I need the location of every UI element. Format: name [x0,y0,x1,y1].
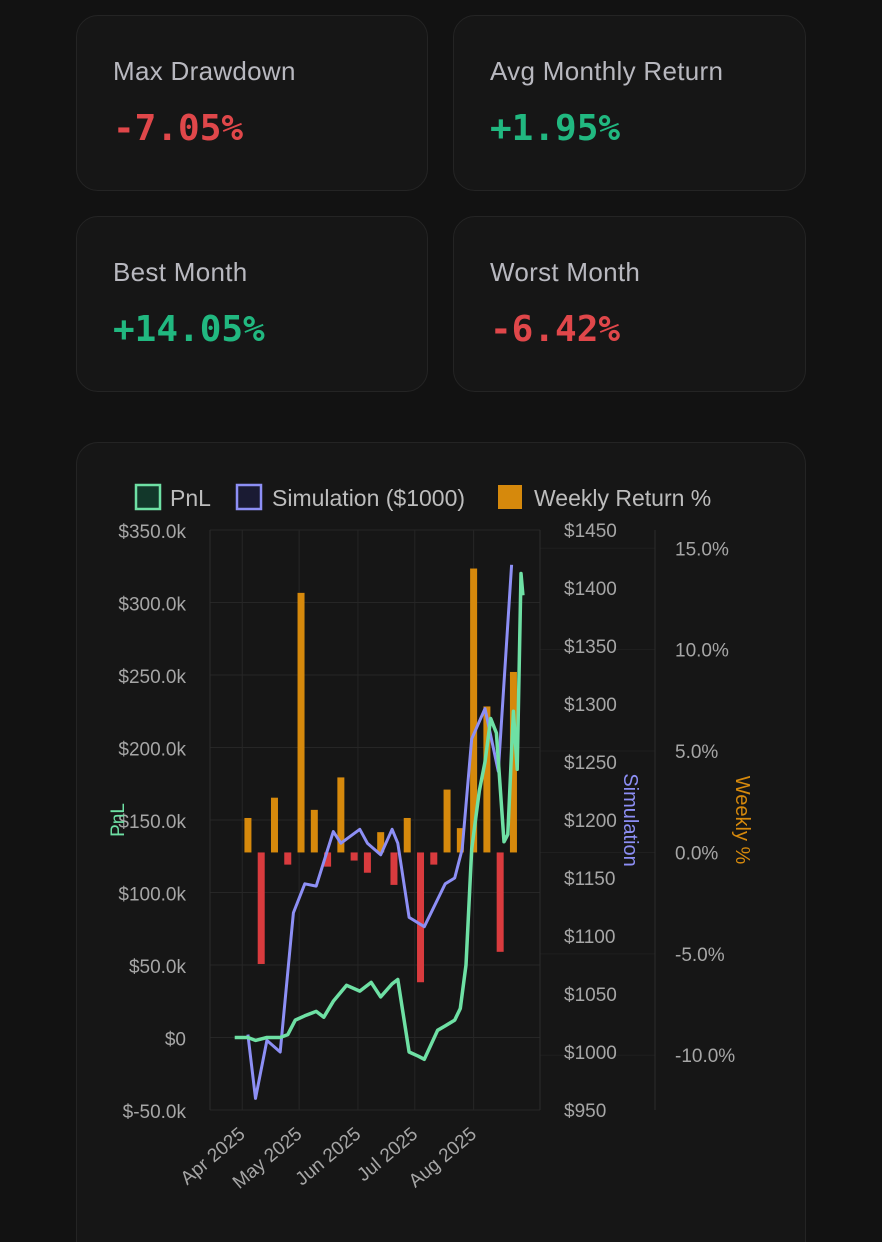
legend-label-weekly-return: Weekly Return % [534,485,711,511]
y-tick-label-simulation: $1200 [564,811,617,832]
y-tick-label-weekly: 5.0% [675,742,718,763]
weekly-return-bar [443,789,451,853]
weekly-return-bar [496,852,504,952]
weekly-return-bar [297,592,305,853]
stat-card-worst-month: Worst Month -6.42% [453,216,806,392]
simulation-line [246,564,514,1100]
stat-label: Best Month [113,257,248,287]
legend-swatch-simulation [235,483,263,511]
weekly-return-bar [377,832,385,853]
y-axis-simulation: $1450 $1400 $1350 $1300 $1250 $1200 $1150 $1100… [564,521,617,1122]
y-axis-title-weekly: Weekly % [731,776,753,865]
y-axis-pnl: $350.0k $300.0k $250.0k $200.0k $150.0k $100.… [118,522,186,1123]
y-tick-label-pnl: $0 [165,1030,186,1051]
stat-label: Avg Monthly Return [490,56,724,86]
legend-item-weekly-return[interactable]: Weekly Return % [498,485,711,511]
stat-label: Worst Month [490,257,641,287]
chart-card [76,442,806,1242]
x-tick-label: Jun 2025 [292,1124,365,1190]
weekly-return-bar [310,809,318,853]
y-tick-label-simulation: $950 [564,1101,606,1122]
y-tick-label-weekly: -10.0% [675,1046,735,1067]
y-tick-label-pnl: $200.0k [118,740,186,761]
weekly-return-bar [430,852,438,865]
stat-card-best-month: Best Month +14.05% [76,216,428,392]
weekly-return-bar [417,852,425,983]
weekly-return-bar [470,568,478,853]
weekly-return-bar [350,852,358,861]
weekly-return-bar [244,817,252,853]
y-tick-label-pnl: $50.0k [129,957,187,978]
y-tick-label-weekly: 0.0% [675,843,718,864]
y-tick-label-simulation: $1250 [564,753,617,774]
y-axis-title-pnl: PnL [108,803,129,837]
weekly-return-bars [244,568,517,983]
y-axis-weekly: 15.0% 10.0% 5.0% 0.0% -5.0% -10.0% [675,539,735,1067]
y-axis-title-simulation: Simulation [619,773,641,866]
legend-item-pnl[interactable]: PnL [134,483,211,511]
y-tick-label-pnl: $100.0k [118,885,186,906]
performance-chart: PnL Simulation ($1000) Weekly Return % $… [108,483,753,1194]
y-tick-label-simulation: $1400 [564,579,617,600]
pnl-line [234,571,525,1062]
y-tick-label-pnl: $150.0k [118,812,186,833]
stat-value: -6.42% [490,309,621,350]
stat-card-avg-monthly-return: Avg Monthly Return +1.95% [453,15,806,191]
weekly-return-bar [284,852,292,865]
stat-card-max-drawdown: Max Drawdown -7.05% [76,15,428,191]
weekly-return-bar [324,852,332,867]
weekly-return-bar [257,852,265,964]
weekly-return-bar [337,777,345,853]
y-tick-label-simulation: $1050 [564,985,617,1006]
y-tick-label-simulation: $1300 [564,695,617,716]
stat-value: +14.05% [113,309,265,350]
y-tick-label-simulation: $1100 [564,927,615,948]
y-tick-label-pnl: $-50.0k [123,1102,187,1123]
y-tick-label-simulation: $1350 [564,637,617,658]
chart-lines [234,564,525,1100]
legend-item-simulation[interactable]: Simulation ($1000) [235,483,465,511]
y-tick-label-weekly: 10.0% [675,641,729,662]
y-tick-label-weekly: 15.0% [675,539,729,560]
y-tick-label-pnl: $350.0k [118,522,186,543]
legend-label-pnl: PnL [170,485,211,511]
y-tick-label-pnl: $250.0k [118,667,186,688]
legend-swatch-pnl [134,483,162,511]
weekly-return-bar [363,852,371,873]
legend-swatch-weekly-return [498,485,522,509]
stat-label: Max Drawdown [113,56,296,86]
chart-legend: PnL Simulation ($1000) Weekly Return % [134,483,711,511]
stat-value: +1.95% [490,108,621,149]
weekly-return-bar [483,706,491,853]
weekly-return-bar [509,671,517,853]
y-tick-label-simulation: $1150 [564,869,615,890]
y-tick-label-simulation: $1000 [564,1043,617,1064]
y-tick-label-weekly: -5.0% [675,945,725,966]
y-tick-label-pnl: $300.0k [118,595,186,616]
y-tick-label-simulation: $1450 [564,521,617,542]
weekly-return-bar [390,852,398,885]
weekly-return-bar [403,817,411,853]
weekly-return-bar [456,828,464,853]
stat-value: -7.05% [113,108,244,149]
weekly-return-bar [270,797,278,853]
legend-label-simulation: Simulation ($1000) [272,485,465,511]
